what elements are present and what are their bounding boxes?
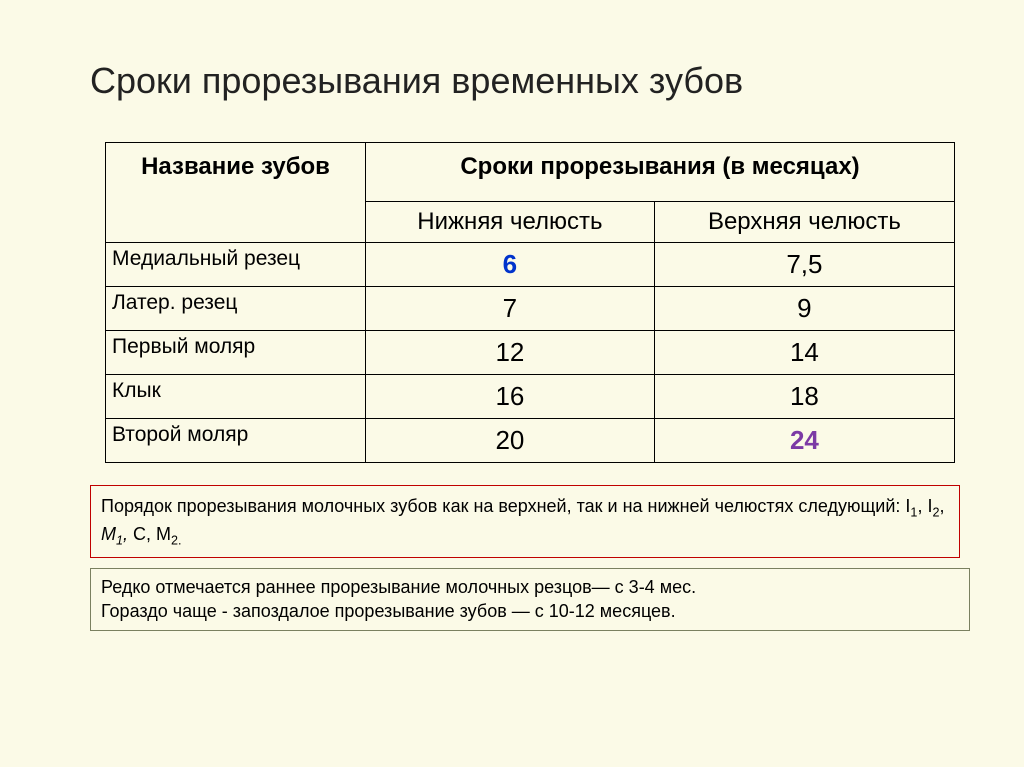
table-row: Первый моляр 12 14 bbox=[106, 331, 955, 375]
header-eruption-span: Сроки прорезывания (в месяцах) bbox=[366, 143, 955, 202]
upper-value-cell: 14 bbox=[654, 331, 954, 375]
subheader-upper-jaw: Верхняя челюсть bbox=[654, 202, 954, 243]
eruption-table: Название зубов Сроки прорезывания (в мес… bbox=[105, 142, 955, 463]
upper-value-cell: 24 bbox=[654, 419, 954, 463]
upper-value-cell: 7,5 bbox=[654, 243, 954, 287]
note-timing-line1: Редко отмечается раннее прорезывание мол… bbox=[101, 577, 696, 597]
tooth-name-cell: Медиальный резец bbox=[106, 243, 366, 287]
note-order-box: Порядок прорезывания молочных зубов как … bbox=[90, 485, 960, 558]
page-title: Сроки прорезывания временных зубов bbox=[90, 60, 954, 102]
note-timing-box: Редко отмечается раннее прорезывание мол… bbox=[90, 568, 970, 631]
note-order-text: Порядок прорезывания молочных зубов как … bbox=[101, 496, 905, 516]
lower-value-cell: 16 bbox=[366, 375, 655, 419]
lower-value-cell: 6 bbox=[366, 243, 655, 287]
header-tooth-name: Название зубов bbox=[106, 143, 366, 243]
table-row: Медиальный резец 6 7,5 bbox=[106, 243, 955, 287]
note-timing-line2: Гораздо чаще - запоздалое прорезывание з… bbox=[101, 601, 676, 621]
table-row: Клык 16 18 bbox=[106, 375, 955, 419]
table-row: Латер. резец 7 9 bbox=[106, 287, 955, 331]
tooth-name-cell: Первый моляр bbox=[106, 331, 366, 375]
upper-value-cell: 18 bbox=[654, 375, 954, 419]
tooth-name-cell: Латер. резец bbox=[106, 287, 366, 331]
upper-value-cell: 9 bbox=[654, 287, 954, 331]
subheader-lower-jaw: Нижняя челюсть bbox=[366, 202, 655, 243]
table-row: Второй моляр 20 24 bbox=[106, 419, 955, 463]
tooth-name-cell: Второй моляр bbox=[106, 419, 366, 463]
lower-value-cell: 7 bbox=[366, 287, 655, 331]
tooth-name-cell: Клык bbox=[106, 375, 366, 419]
lower-value-cell: 12 bbox=[366, 331, 655, 375]
lower-value-cell: 20 bbox=[366, 419, 655, 463]
